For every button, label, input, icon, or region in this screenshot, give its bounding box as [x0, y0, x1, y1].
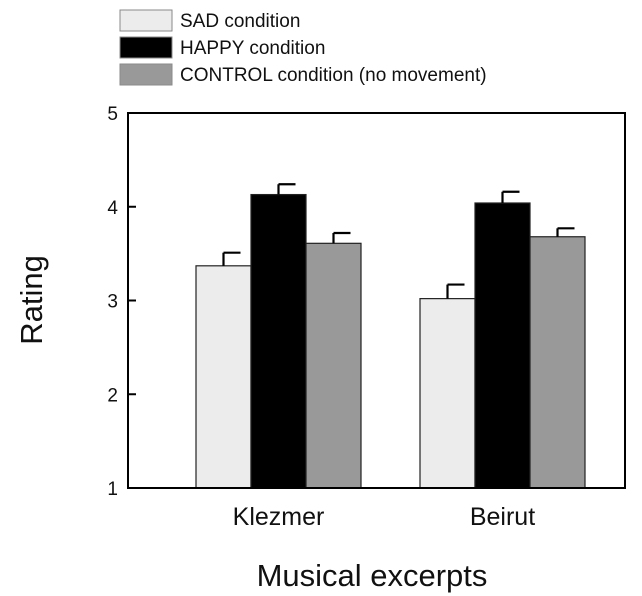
y-tick-label: 4	[107, 198, 118, 219]
x-axis-category-labels: Klezmer Beirut	[233, 503, 536, 531]
y-tick-label: 1	[107, 479, 118, 500]
plot-frame	[127, 112, 626, 489]
bar	[195, 265, 252, 489]
legend-label: HAPPY condition	[180, 38, 325, 59]
y-tick-label: 2	[107, 385, 118, 406]
x-category-label: Klezmer	[233, 503, 325, 531]
legend-label: SAD condition	[180, 11, 300, 32]
legend-swatch	[119, 36, 173, 59]
x-axis-title: Musical excerpts	[257, 558, 488, 593]
bars	[195, 193, 586, 489]
y-tick-label: 5	[107, 104, 118, 125]
x-category-label: Beirut	[470, 503, 535, 531]
bar	[529, 236, 586, 489]
bar	[250, 193, 307, 489]
plot-area: 1 2 3 4 5 Klezmer Beirut	[107, 104, 626, 531]
y-axis-title: Rating	[14, 255, 49, 345]
y-axis-ticks: 1 2 3 4 5	[107, 104, 136, 500]
legend-swatch	[119, 9, 173, 32]
legend-swatch	[119, 63, 173, 86]
bar	[474, 202, 531, 489]
bar	[419, 298, 476, 489]
bar	[305, 242, 362, 489]
y-tick-label: 3	[107, 292, 118, 313]
legend-label: CONTROL condition (no movement)	[180, 65, 487, 86]
legend: SAD condition HAPPY condition CONTROL cond…	[119, 9, 487, 86]
error-bars	[222, 183, 575, 299]
